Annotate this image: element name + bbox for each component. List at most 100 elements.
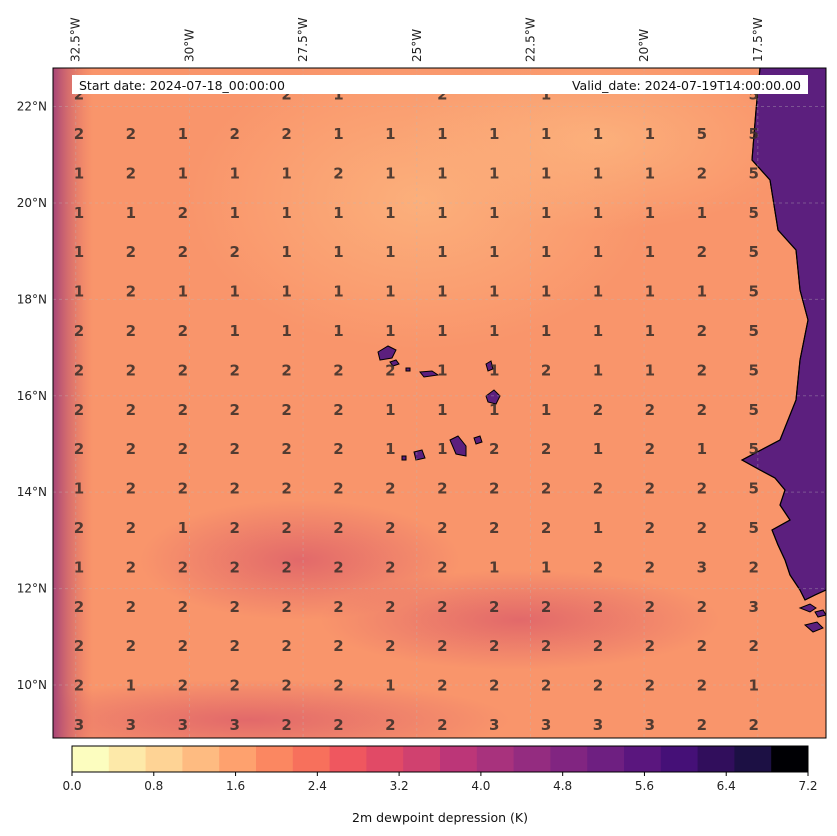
grid-value: 2 [385, 519, 395, 537]
grid-value: 1 [333, 86, 343, 104]
colorbar-tick-label: 0.0 [62, 779, 81, 793]
colorbar-segment [329, 746, 367, 772]
grid-value: 1 [385, 401, 395, 419]
grid-value: 1 [229, 283, 239, 301]
grid-value: 1 [593, 440, 603, 458]
grid-value-labels: 2 2 1 2 1 5 2 2 1 2 2 1 1 1 1 1 1 1 5 5 1 2 1 1 1 2 1 1 1 1 1 1 2 5 1 1 2 1 1 1… [74, 86, 759, 734]
grid-value: 2 [281, 637, 291, 655]
grid-value: 2 [74, 677, 84, 695]
colorbar-tick-label: 4.0 [471, 779, 490, 793]
colorbar-tick-label: 7.2 [798, 779, 817, 793]
grid-value: 2 [437, 480, 447, 498]
grid-value: 1 [74, 558, 84, 576]
grid-value: 2 [281, 677, 291, 695]
grid-value: 1 [74, 283, 84, 301]
grid-value: 1 [437, 322, 447, 340]
grid-value: 3 [541, 716, 551, 734]
grid-value: 2 [541, 361, 551, 379]
grid-value: 1 [385, 440, 395, 458]
grid-value: 1 [593, 283, 603, 301]
grid-value: 2 [697, 677, 707, 695]
grid-value: 1 [593, 361, 603, 379]
valid-date-text: Valid_date: 2024-07-19T14:00:00.00 [572, 78, 801, 93]
colorbar-tick-label: 0.8 [144, 779, 163, 793]
island-santiago [449, 435, 467, 457]
latitude-tick-label: 16°N [17, 389, 47, 403]
island-santa-luzia [405, 367, 411, 372]
colorbar-segment [182, 746, 220, 772]
grid-value: 2 [126, 598, 136, 616]
latitude-tick-label: 14°N [17, 485, 47, 499]
grid-value: 2 [385, 361, 395, 379]
grid-value: 2 [229, 440, 239, 458]
grid-value: 3 [697, 558, 707, 576]
island-santo-antao [377, 345, 397, 361]
grid-value: 1 [645, 361, 655, 379]
grid-value: 5 [697, 125, 707, 143]
longitude-tick-label: 27.5°W [296, 17, 310, 62]
grid-value: 2 [126, 283, 136, 301]
grid-value: 1 [74, 243, 84, 261]
grid-value: 2 [645, 677, 655, 695]
grid-value: 2 [333, 440, 343, 458]
grid-value: 1 [178, 283, 188, 301]
grid-value: 2 [541, 637, 551, 655]
grid-value: 2 [437, 519, 447, 537]
grid-value: 2 [697, 243, 707, 261]
grid-value: 2 [178, 677, 188, 695]
longitude-tick-label: 32.5°W [69, 17, 83, 62]
grid-value: 1 [645, 283, 655, 301]
grid-value: 2 [178, 322, 188, 340]
grid-value: 2 [437, 716, 447, 734]
colorbar-segment [145, 746, 183, 772]
grid-value: 2 [126, 243, 136, 261]
grid-value: 2 [126, 637, 136, 655]
grid-value: 2 [489, 637, 499, 655]
grid-value: 2 [437, 637, 447, 655]
grid-value: 2 [437, 598, 447, 616]
colorbar-segment [550, 746, 588, 772]
island [814, 609, 826, 618]
grid-value: 1 [489, 243, 499, 261]
latitude-tick-label: 10°N [17, 678, 47, 692]
grid-value: 1 [593, 164, 603, 182]
grid-value: 2 [697, 401, 707, 419]
colorbar-segment [697, 746, 735, 772]
grid-value: 2 [697, 637, 707, 655]
grid-value: 1 [437, 440, 447, 458]
colorbar-tick-label: 6.4 [717, 779, 736, 793]
grid-value: 2 [74, 125, 84, 143]
grid-value: 2 [178, 361, 188, 379]
grid-value: 1 [437, 164, 447, 182]
grid-value: 1 [541, 401, 551, 419]
grid-value: 2 [229, 677, 239, 695]
colorbar: 0.0 0.8 1.6 2.4 3.2 4.0 4.8 5.6 6.4 7.2 [62, 745, 818, 793]
grid-value: 1 [385, 677, 395, 695]
grid-value: 1 [645, 204, 655, 222]
grid-value: 1 [593, 125, 603, 143]
grid-value: 1 [489, 401, 499, 419]
grid-value: 2 [74, 440, 84, 458]
grid-value: 1 [645, 125, 655, 143]
grid-value: 2 [385, 637, 395, 655]
grid-value: 2 [126, 480, 136, 498]
grid-value: 5 [748, 519, 758, 537]
grid-value: 1 [333, 243, 343, 261]
grid-value: 3 [229, 716, 239, 734]
grid-value: 1 [541, 164, 551, 182]
grid-value: 5 [748, 361, 758, 379]
grid-value: 1 [593, 243, 603, 261]
island [803, 621, 824, 633]
grid-value: 5 [748, 86, 758, 104]
grid-value: 1 [385, 125, 395, 143]
grid-value: 2 [126, 401, 136, 419]
grid-value: 1 [437, 283, 447, 301]
grid-value: 2 [126, 519, 136, 537]
grid-value: 5 [748, 480, 758, 498]
grid-value: 1 [178, 519, 188, 537]
grid-value: 3 [178, 716, 188, 734]
grid-value: 2 [489, 440, 499, 458]
island-sal [485, 360, 494, 372]
grid-value: 1 [489, 204, 499, 222]
colorbar-frame [71, 745, 809, 773]
